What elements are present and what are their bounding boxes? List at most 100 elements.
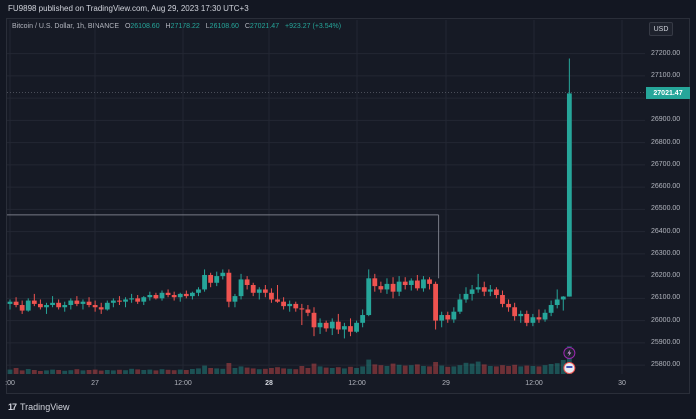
candle-body <box>281 301 286 307</box>
candle-body <box>147 295 153 298</box>
volume-bar <box>421 366 426 374</box>
volume-bar <box>19 370 25 374</box>
volume-bar <box>384 366 390 374</box>
candle-body <box>384 283 390 290</box>
time-tick-label: 30 <box>618 380 626 387</box>
candle-body <box>7 301 13 304</box>
volume-bar <box>548 364 554 374</box>
volume-bar <box>542 365 548 374</box>
candle-body <box>494 289 499 296</box>
volume-bar <box>487 366 493 374</box>
candle-body <box>439 315 445 321</box>
candle-body <box>390 283 396 292</box>
tradingview-logo-icon[interactable]: 17 <box>8 402 17 412</box>
volume-bar <box>129 368 134 374</box>
volume-bar <box>7 369 13 374</box>
price-tick-label: 26300.00 <box>651 249 681 257</box>
low-label: L <box>205 23 210 30</box>
candle-body <box>293 303 299 309</box>
currency-button[interactable]: USD <box>649 22 673 36</box>
volume-bar <box>86 370 92 374</box>
candle-body <box>506 303 511 308</box>
price-tick-label: 26600.00 <box>651 183 681 191</box>
low-value: 26108.60 <box>209 23 239 30</box>
candle-body <box>202 274 207 290</box>
candle-body <box>305 309 311 313</box>
candle-body <box>427 279 432 284</box>
candle-body <box>530 317 536 323</box>
candle-body <box>80 301 86 304</box>
candle-body <box>141 297 147 302</box>
candle-body <box>110 300 116 303</box>
candle-body <box>68 300 74 306</box>
volume-bar <box>506 366 511 374</box>
price-tick-label: 27200.00 <box>651 49 681 57</box>
candle-body <box>19 305 25 311</box>
change-value: +923.27 (+3.54%) <box>285 23 342 30</box>
volume-bar <box>372 364 378 374</box>
volume-bar <box>469 363 475 374</box>
candle-body <box>335 321 341 330</box>
candle-body <box>481 287 487 292</box>
candle-body <box>299 308 305 310</box>
candle-body <box>275 299 280 302</box>
time-tick-label: 12:00 <box>174 380 192 387</box>
volume-bar <box>38 371 43 374</box>
volume-bar <box>68 370 74 374</box>
candle-body <box>269 292 274 300</box>
volume-bar <box>13 368 19 374</box>
price-tick-label: 26000.00 <box>651 316 681 324</box>
candle-body <box>159 292 165 299</box>
candle-body <box>98 307 104 310</box>
candle-body <box>451 311 457 320</box>
candle-body <box>317 322 323 328</box>
volume-bar <box>92 369 98 374</box>
time-axis[interactable]: :00 27 12:00 28 12:00 29 12:00 30 <box>5 374 645 394</box>
volume-bar <box>481 364 487 374</box>
volume-bar <box>317 366 323 374</box>
candle-body <box>238 279 244 297</box>
symbol-label[interactable]: Bitcoin / U.S. Dollar, 1h, BINANCE <box>12 23 119 30</box>
candle-body <box>62 305 68 308</box>
candle-body <box>372 278 378 287</box>
volume-bar <box>50 369 55 374</box>
volume-bar <box>141 370 147 374</box>
candle-body <box>177 293 183 298</box>
volume-bar <box>226 363 232 374</box>
candle-body <box>512 307 518 317</box>
volume-bar <box>360 366 366 374</box>
candle-body <box>402 281 408 285</box>
volume-bar <box>183 370 189 374</box>
candle-body <box>74 300 80 304</box>
volume-bar <box>262 368 268 374</box>
ohlc-legend: Bitcoin / U.S. Dollar, 1h, BINANCE O2610… <box>12 23 341 30</box>
candle-body <box>232 296 238 302</box>
volume-bar <box>329 368 335 374</box>
price-tick-label: 26800.00 <box>651 138 681 146</box>
volume-bar <box>98 370 104 374</box>
volume-bar <box>560 360 566 374</box>
volume-bar <box>566 346 572 374</box>
volume-bar <box>445 366 451 374</box>
candle-body <box>342 326 347 330</box>
time-tick-label: :00 <box>5 380 15 387</box>
volume-bar <box>256 369 262 374</box>
volume-bar <box>250 368 256 374</box>
volume-bar <box>378 365 384 374</box>
volume-bar <box>342 368 347 374</box>
candle-body <box>566 93 572 297</box>
candle-body <box>165 292 171 296</box>
time-tick-label: 27 <box>91 380 99 387</box>
candle-body <box>226 272 232 302</box>
volume-bar <box>524 365 530 374</box>
volume-bar <box>475 361 481 374</box>
candle-body <box>256 289 262 293</box>
volume-bar <box>44 370 49 374</box>
price-tick-label: 26400.00 <box>651 227 681 235</box>
volume-bar <box>244 367 250 374</box>
price-axis[interactable]: 27200.0027100.0027000.0026900.0026800.00… <box>645 18 690 374</box>
chart-frame[interactable]: Bitcoin / U.S. Dollar, 1h, BINANCE O2610… <box>6 18 690 394</box>
publisher-line: FU9898 published on TradingView.com, Aug… <box>8 4 249 13</box>
candle-body <box>524 313 530 323</box>
volume-bar <box>554 363 560 374</box>
